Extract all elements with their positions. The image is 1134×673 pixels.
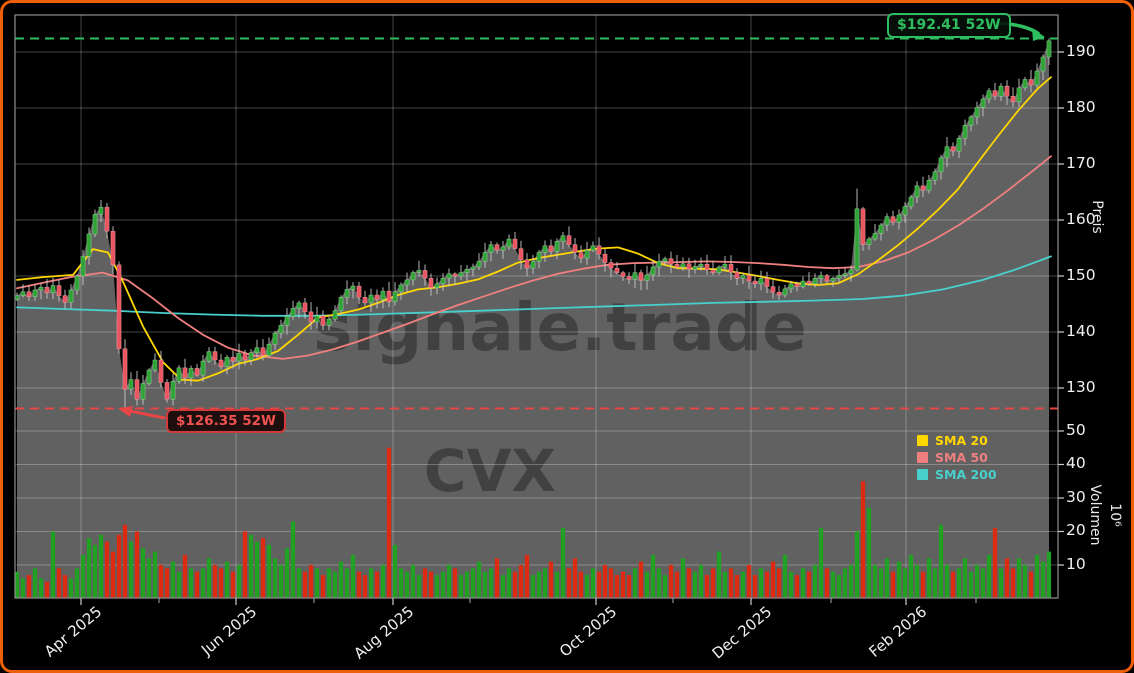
high-52w-label: $192.41 52W [887,13,1011,38]
low-52w-label: $126.35 52W [166,409,286,434]
price-tick-label: 160 [1066,210,1096,228]
price-tick-label: 130 [1066,378,1096,396]
price-tick-label: 170 [1066,154,1096,172]
price-axis-title: Preis [1089,200,1105,234]
legend-item-sma20: SMA 20 [917,432,997,449]
volume-tick-label: 10 [1066,555,1086,573]
legend-label: SMA 20 [935,433,988,448]
legend-item-sma50: SMA 50 [917,449,997,466]
sma20-swatch [917,435,928,446]
price-tick-label: 190 [1066,42,1096,60]
volume-axis-title: Volumen [1087,484,1103,546]
price-tick-label: 140 [1066,322,1096,340]
legend-label: SMA 200 [935,467,997,482]
volume-tick-label: 40 [1066,454,1086,472]
sma200-swatch [917,469,928,480]
svg-text:CVX: CVX [424,437,556,505]
price-tick-label: 180 [1066,98,1096,116]
volume-tick-label: 20 [1066,521,1086,539]
sma-legend: SMA 20 SMA 50 SMA 200 [917,432,997,483]
sma50-swatch [917,452,928,463]
volume-tick-label: 50 [1066,421,1086,439]
price-tick-label: 150 [1066,266,1096,284]
legend-label: SMA 50 [935,450,988,465]
volume-unit-label: 10⁶ [1107,503,1123,527]
volume-tick-label: 30 [1066,488,1086,506]
legend-item-sma200: SMA 200 [917,466,997,483]
